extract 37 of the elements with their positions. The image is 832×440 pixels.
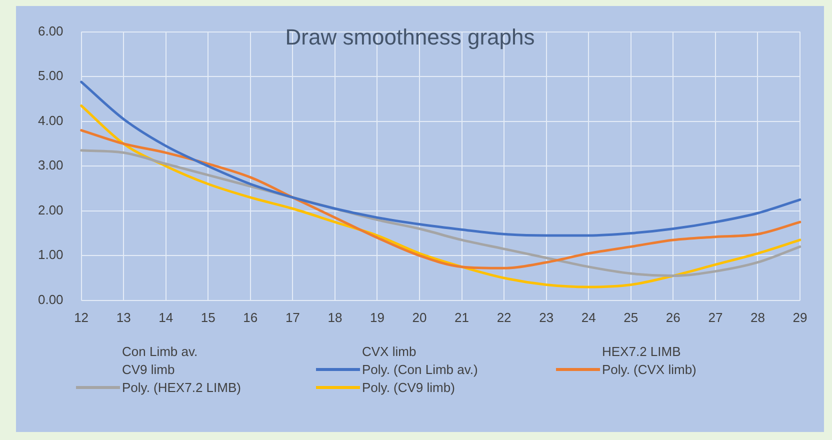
x-tick-label: 24 bbox=[581, 310, 596, 325]
x-tick-label: 26 bbox=[666, 310, 680, 325]
legend-label: Poly. (Con Limb av.) bbox=[362, 362, 478, 377]
x-tick-label: 29 bbox=[792, 310, 808, 325]
y-tick-label: 5.00 bbox=[38, 68, 64, 84]
line-series bbox=[80, 80, 802, 237]
y-tick-label: 3.00 bbox=[38, 158, 64, 173]
line-series bbox=[80, 129, 802, 270]
x-tick-label: 25 bbox=[624, 310, 638, 325]
x-tick-label: 21 bbox=[454, 310, 470, 325]
y-tick-label: 6.00 bbox=[38, 23, 64, 38]
x-tick-label: 22 bbox=[496, 310, 512, 325]
text: CVX limb bbox=[362, 344, 416, 359]
x-tick-label: 14 bbox=[158, 310, 174, 325]
line-series bbox=[80, 104, 802, 288]
x-tick-label: 15 bbox=[200, 310, 216, 325]
y-tick-label: 1.00 bbox=[38, 247, 64, 262]
x-tick-label: 16 bbox=[243, 310, 258, 325]
legend-label: Poly. (HEX7.2 LIMB) bbox=[122, 380, 241, 395]
text: Con Limb av. bbox=[122, 344, 198, 359]
x-tick-label: 28 bbox=[750, 310, 765, 325]
text: CV9 limb bbox=[122, 362, 175, 377]
y-tick-label: 0.00 bbox=[38, 292, 64, 307]
x-tick-label: 17 bbox=[285, 310, 300, 325]
legend-label: Poly. (CVX limb) bbox=[602, 362, 696, 377]
x-tick-label: 27 bbox=[708, 310, 723, 325]
x-tick-label: 23 bbox=[539, 310, 554, 325]
chart-title: Draw smoothness graphs bbox=[285, 24, 535, 50]
text: HEX7.2 LIMB bbox=[602, 344, 681, 359]
x-tick-label: 19 bbox=[370, 310, 384, 325]
y-tick-label: 4.00 bbox=[38, 112, 64, 128]
x-tick-label: 12 bbox=[74, 310, 89, 325]
x-tick-label: 13 bbox=[116, 310, 131, 325]
x-tick-label: 18 bbox=[328, 310, 342, 325]
y-tick-label: 2.00 bbox=[38, 202, 64, 218]
x-tick-label: 20 bbox=[412, 310, 427, 325]
legend-label: Poly. (CV9 limb) bbox=[362, 380, 455, 395]
